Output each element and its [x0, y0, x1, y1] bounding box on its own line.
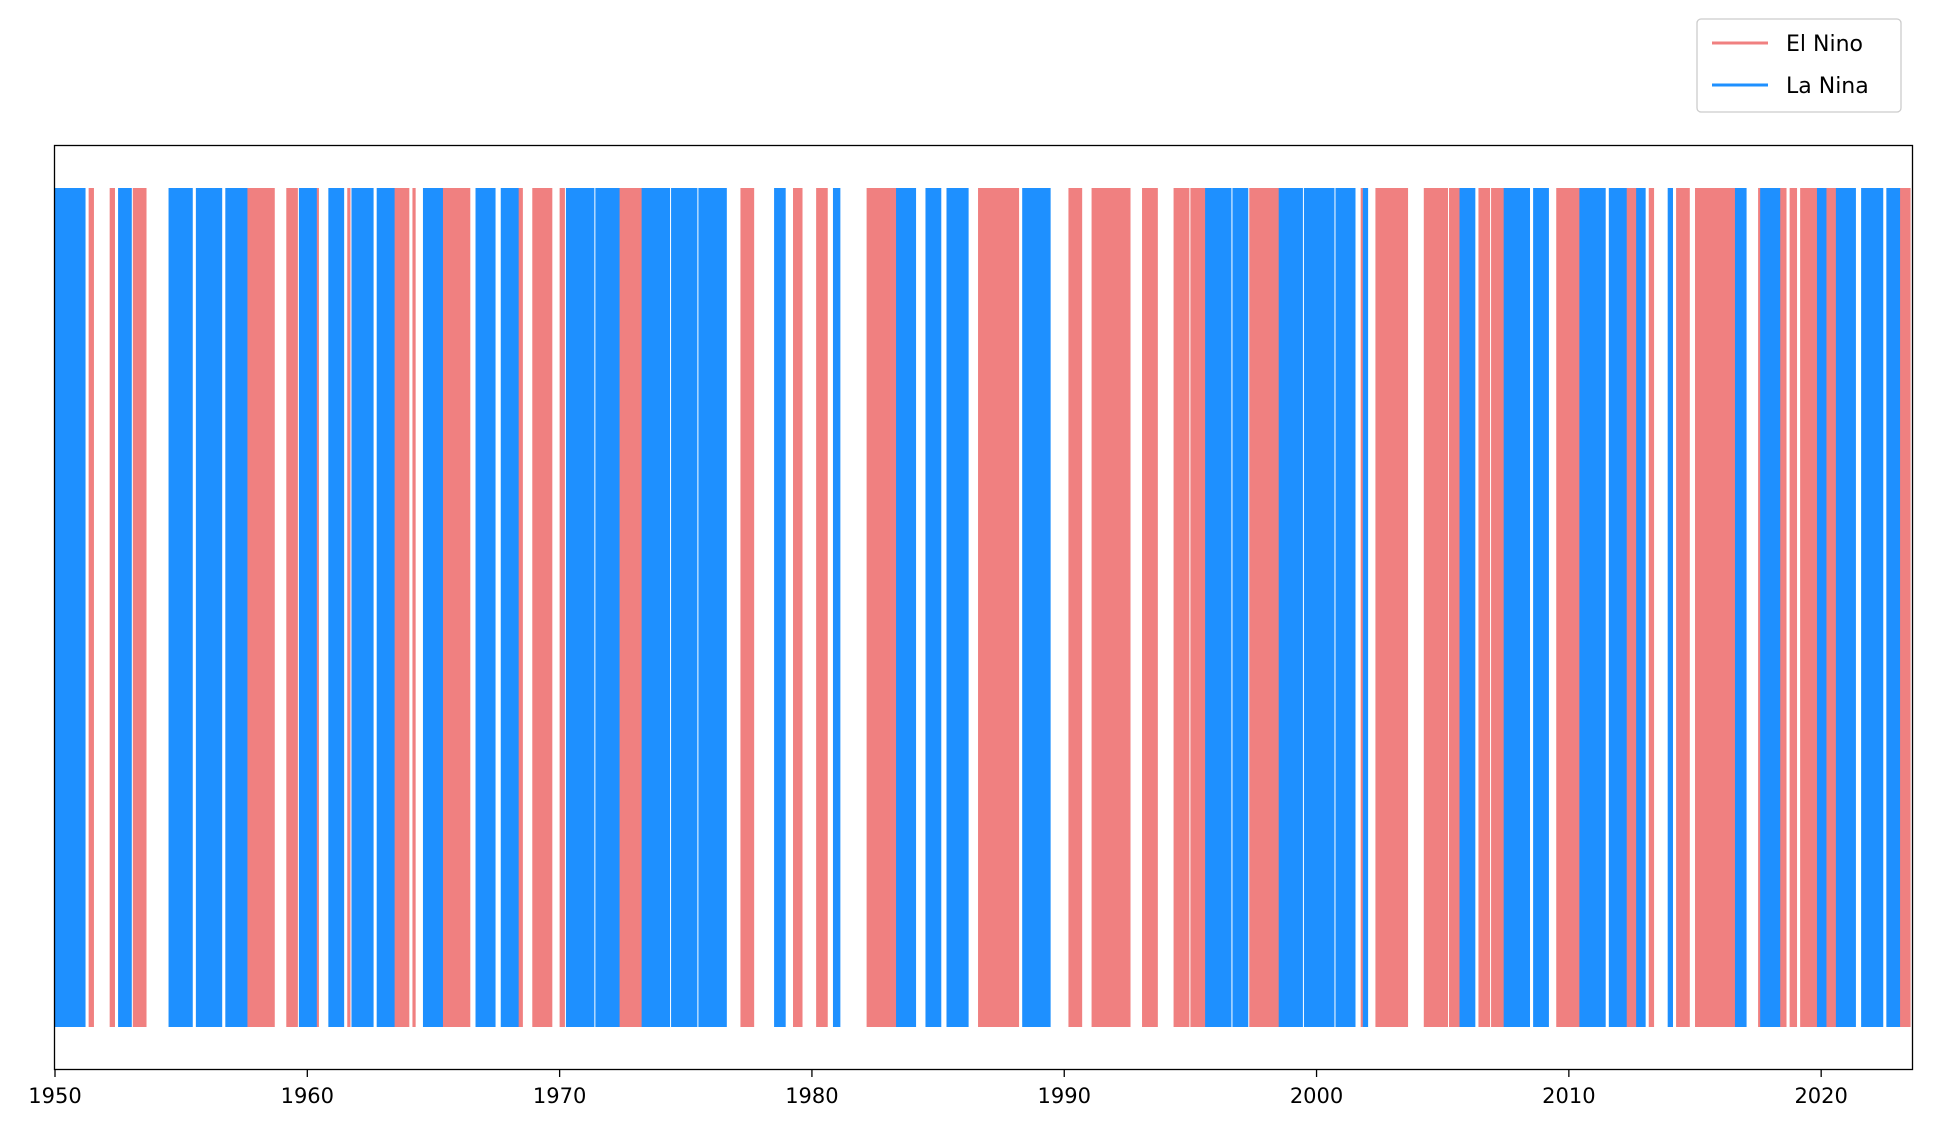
la-nina-bar-36 [1734, 188, 1747, 1027]
el-nino-bar-16 [816, 188, 828, 1027]
legend: El Nino La Nina [1696, 18, 1902, 113]
la-nina-bar-30 [1503, 188, 1531, 1027]
la-nina-bar-22 [1022, 188, 1051, 1027]
x-tick-label-1970: 1970 [533, 1084, 586, 1108]
x-tick-label-2000: 2000 [1290, 1084, 1343, 1108]
la-nina-bar-15 [671, 188, 698, 1027]
x-tick-label-1950: 1950 [28, 1084, 81, 1108]
el-nino-bar-9 [439, 188, 471, 1027]
el-nino-bar-6 [347, 188, 351, 1027]
el-nino-bar-33 [1625, 188, 1638, 1027]
la-nina-bar-1 [118, 188, 132, 1027]
el-nino-bar-19 [1068, 188, 1083, 1027]
el-nino-bar-11 [532, 188, 553, 1027]
el-nino-bar-39 [1789, 188, 1798, 1027]
la-nina-bar-32 [1579, 188, 1606, 1027]
el-nino-bar-22 [1173, 188, 1190, 1027]
la-nina-bar-39 [1835, 188, 1856, 1027]
la-nina-bar-21 [946, 188, 969, 1027]
el-nino-bar-5 [315, 188, 319, 1027]
la-nina-bar-35 [1667, 188, 1673, 1027]
la-nina-bar-16 [698, 188, 727, 1027]
el-nino-bar-0 [88, 188, 94, 1027]
la-nina-bar-5 [298, 188, 317, 1027]
el-nino-bar-24 [1249, 188, 1285, 1027]
el-nino-bar-20 [1091, 188, 1131, 1027]
la-nina-bar-25 [1278, 188, 1303, 1027]
el-nino-bar-26 [1375, 188, 1409, 1027]
el-nino-bar-8 [412, 188, 416, 1027]
plot-frame [53, 144, 1914, 1071]
x-tick-label-2010: 2010 [1542, 1084, 1595, 1108]
la-nina-bar-27 [1335, 188, 1356, 1027]
la-nina-bar-0 [55, 188, 86, 1027]
la-nina-bar-31 [1533, 188, 1549, 1027]
legend-label-el-nino: El Nino [1786, 32, 1863, 57]
x-tick-label-1990: 1990 [1038, 1084, 1091, 1108]
la-nina-bar-13 [595, 188, 620, 1027]
el-nino-bar-36 [1695, 188, 1739, 1027]
el-nino-bar-13 [616, 188, 643, 1027]
el-nino-bar-15 [793, 188, 803, 1027]
la-nina-bar-28 [1362, 188, 1369, 1027]
el-nino-bar-30 [1491, 188, 1505, 1027]
el-nino-bar-42 [1896, 188, 1911, 1027]
el-nino-bar-35 [1676, 188, 1690, 1027]
el-nino-bar-2 [132, 188, 147, 1027]
la-nina-bar-38 [1816, 188, 1827, 1027]
bars-layer [55, 188, 1911, 1027]
la-nina-bar-20 [925, 188, 942, 1027]
la-nina-bar-19 [896, 188, 917, 1027]
la-nina-bar-8 [376, 188, 395, 1027]
el-nino-bar-40 [1800, 188, 1819, 1027]
la-nina-bar-40 [1861, 188, 1884, 1027]
la-nina-bar-7 [351, 188, 374, 1027]
x-tick-label-1980: 1980 [785, 1084, 838, 1108]
el-nino-bar-4 [286, 188, 298, 1027]
el-nino-bar-1 [109, 188, 115, 1027]
la-nina-bar-18 [832, 188, 841, 1027]
la-nina-bar-10 [475, 188, 496, 1027]
la-nina-bar-17 [774, 188, 786, 1027]
el-nino-bar-29 [1478, 188, 1491, 1027]
el-nino-bar-38 [1779, 188, 1787, 1027]
la-nina-bar-34 [1636, 188, 1646, 1027]
la-nina-bar-24 [1232, 188, 1249, 1027]
x-axis: 1950 1960 1970 1980 1990 2000 2010 2020 [28, 1069, 1848, 1108]
la-nina-bar-23 [1205, 188, 1232, 1027]
la-nina-bar-14 [641, 188, 671, 1027]
la-nina-bar-2 [168, 188, 193, 1027]
el-nino-bar-41 [1825, 188, 1837, 1027]
la-nina-bar-37 [1760, 188, 1781, 1027]
el-nino-bar-12 [559, 188, 565, 1027]
la-nina-bar-41 [1886, 188, 1901, 1027]
la-nina-bar-12 [565, 188, 595, 1027]
el-nino-bar-34 [1648, 188, 1655, 1027]
el-nino-bar-18 [978, 188, 1020, 1027]
el-nino-bar-27 [1423, 188, 1449, 1027]
la-nina-bar-11 [500, 188, 519, 1027]
la-nina-bar-29 [1459, 188, 1476, 1027]
la-nina-bar-26 [1303, 188, 1335, 1027]
x-tick-label-1960: 1960 [281, 1084, 334, 1108]
x-tick-label-2020: 2020 [1794, 1084, 1847, 1108]
la-nina-bar-33 [1608, 188, 1627, 1027]
la-nina-bar-9 [422, 188, 443, 1027]
la-nina-bar-4 [225, 188, 248, 1027]
la-nina-bar-3 [195, 188, 223, 1027]
el-nino-bar-7 [391, 188, 410, 1027]
el-nino-bar-10 [517, 188, 523, 1027]
legend-label-la-nina: La Nina [1786, 74, 1869, 99]
el-nino-bar-21 [1142, 188, 1158, 1027]
la-nina-bar-6 [328, 188, 345, 1027]
el-nino-bar-14 [740, 188, 755, 1027]
